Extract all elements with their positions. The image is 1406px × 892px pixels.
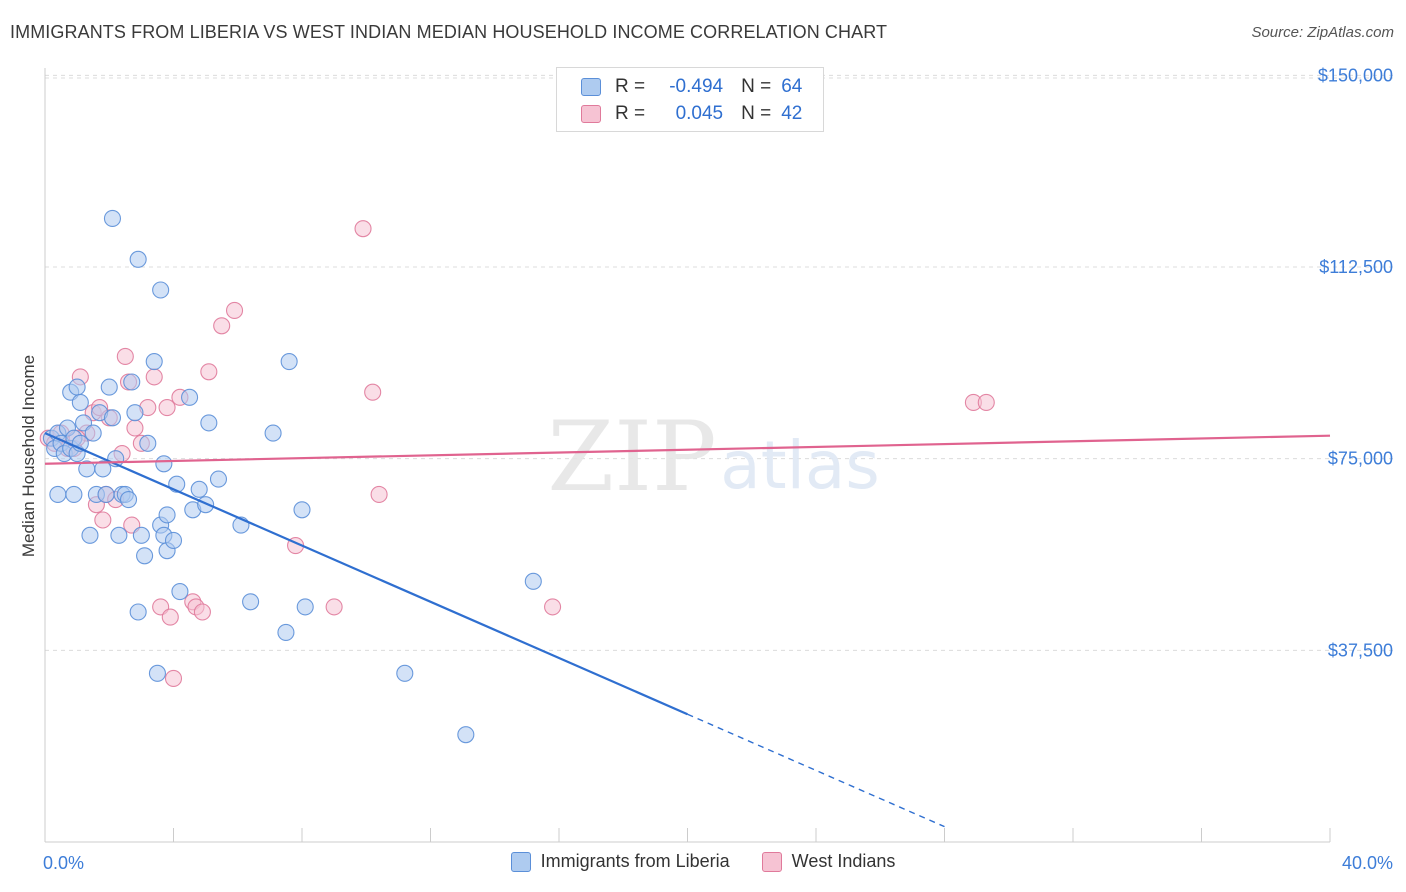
- liberia-point: [155, 455, 173, 473]
- liberia-point: [293, 501, 311, 519]
- watermark-zip: ZIP: [547, 401, 716, 513]
- series-liberia: [42, 209, 542, 744]
- legend-item-west-indians[interactable]: West Indians: [761, 851, 896, 872]
- west-indian-point: [164, 669, 183, 687]
- legend-row-liberia: R = -0.494 N = 64: [581, 75, 802, 99]
- liberia-point: [119, 491, 138, 509]
- axes: [44, 68, 1331, 843]
- liberia-point: [209, 470, 228, 488]
- west-indian-point: [116, 347, 134, 365]
- west-indian-point: [977, 393, 995, 411]
- legend-n-value: 64: [781, 76, 803, 97]
- legend-label-west-indians: West Indians: [791, 851, 896, 871]
- west-indian-point: [544, 598, 562, 616]
- west-indian-point: [354, 220, 372, 238]
- y-tick-label: $75,000: [1328, 449, 1393, 469]
- liberia-point: [81, 526, 99, 544]
- liberia-point: [171, 583, 189, 601]
- west-indian-point: [94, 511, 112, 529]
- liberia-point: [280, 353, 298, 371]
- watermark-atlas: atlas: [720, 427, 880, 504]
- liberia-point: [242, 593, 260, 611]
- y-tick-labels: $37,500 $75,000 $112,500 $150,000: [1318, 65, 1393, 660]
- y-tick-label: $112,500: [1319, 257, 1393, 277]
- west-indian-point: [200, 363, 218, 381]
- series-legend: Immigrants from Liberia West Indians: [0, 851, 1406, 872]
- liberia-point: [158, 506, 176, 524]
- legend-r-value: 0.045: [675, 103, 724, 124]
- liberia-point: [181, 388, 199, 406]
- legend-swatch-west-indians: [761, 851, 782, 872]
- liberia-point: [164, 531, 183, 549]
- liberia-point: [296, 598, 314, 616]
- liberia-point: [68, 378, 86, 396]
- trend-line-liberia-extension: [687, 713, 945, 828]
- source-label: Source: ZipAtlas.com: [1251, 24, 1394, 41]
- x-tick-label: 0.0%: [43, 853, 84, 873]
- west-indian-point: [193, 603, 211, 621]
- liberia-point: [132, 526, 150, 544]
- liberia-point: [152, 281, 170, 299]
- legend-r-value: -0.494: [669, 76, 724, 97]
- west-indian-point: [126, 419, 144, 437]
- liberia-point: [126, 404, 144, 422]
- liberia-point: [123, 373, 141, 391]
- chart-title: IMMIGRANTS FROM LIBERIA VS WEST INDIAN M…: [10, 22, 888, 42]
- west-indian-point: [161, 608, 179, 626]
- west-indian-point: [225, 301, 244, 319]
- liberia-point: [139, 434, 157, 452]
- west-indian-point: [370, 485, 388, 503]
- correlation-legend: R = -0.494 N = 64 R = 0.045 N = 42: [556, 67, 824, 132]
- liberia-point: [103, 409, 122, 427]
- grid-lines: [45, 74, 1395, 651]
- liberia-point: [94, 460, 112, 478]
- liberia-point: [71, 393, 89, 411]
- liberia-point: [145, 353, 163, 371]
- legend-n-label: N =: [741, 76, 772, 97]
- legend-n-value: 42: [781, 103, 803, 124]
- legend-label-liberia: Immigrants from Liberia: [540, 851, 730, 871]
- trend-line-west-indians: [44, 434, 1331, 465]
- liberia-point: [277, 623, 295, 641]
- y-tick-label: $150,000: [1318, 65, 1393, 85]
- legend-r-label: R =: [615, 103, 646, 124]
- west-indian-point: [325, 598, 343, 616]
- liberia-point: [84, 424, 102, 442]
- legend-swatch-west-indians: [581, 105, 601, 123]
- liberia-point: [457, 726, 475, 744]
- liberia-point: [148, 664, 166, 682]
- legend-r-label: R =: [615, 76, 646, 97]
- x-tick-labels: 0.0% 40.0%: [43, 853, 1393, 873]
- legend-swatch-liberia: [581, 78, 601, 96]
- liberia-point: [136, 547, 154, 565]
- west-indian-point: [364, 383, 382, 401]
- liberia-point: [110, 526, 128, 544]
- liberia-point: [396, 664, 414, 682]
- trend-lines: [44, 432, 1331, 828]
- legend-n-label: N =: [741, 103, 772, 124]
- liberia-point: [65, 485, 83, 503]
- west-indian-point: [145, 368, 163, 386]
- trend-line-liberia: [44, 432, 688, 716]
- liberia-point: [190, 480, 208, 498]
- liberia-point: [200, 414, 218, 432]
- y-tick-label: $37,500: [1328, 640, 1393, 660]
- west-indian-point: [213, 317, 231, 335]
- liberia-point: [524, 572, 542, 590]
- west-indian-point: [158, 399, 176, 417]
- liberia-point: [100, 378, 118, 396]
- liberia-point: [103, 209, 122, 227]
- liberia-point: [49, 485, 67, 503]
- liberia-point: [97, 485, 115, 503]
- legend-item-liberia[interactable]: Immigrants from Liberia: [510, 851, 730, 872]
- legend-row-west-indians: R = 0.045 N = 42: [581, 102, 802, 126]
- liberia-point: [264, 424, 282, 442]
- watermark: ZIP atlas: [547, 401, 879, 513]
- liberia-point: [129, 603, 147, 621]
- legend-swatch-liberia: [510, 851, 531, 872]
- liberia-point: [129, 250, 147, 268]
- x-tick-label: 40.0%: [1342, 853, 1393, 873]
- y-axis-title: Median Household Income: [19, 355, 38, 557]
